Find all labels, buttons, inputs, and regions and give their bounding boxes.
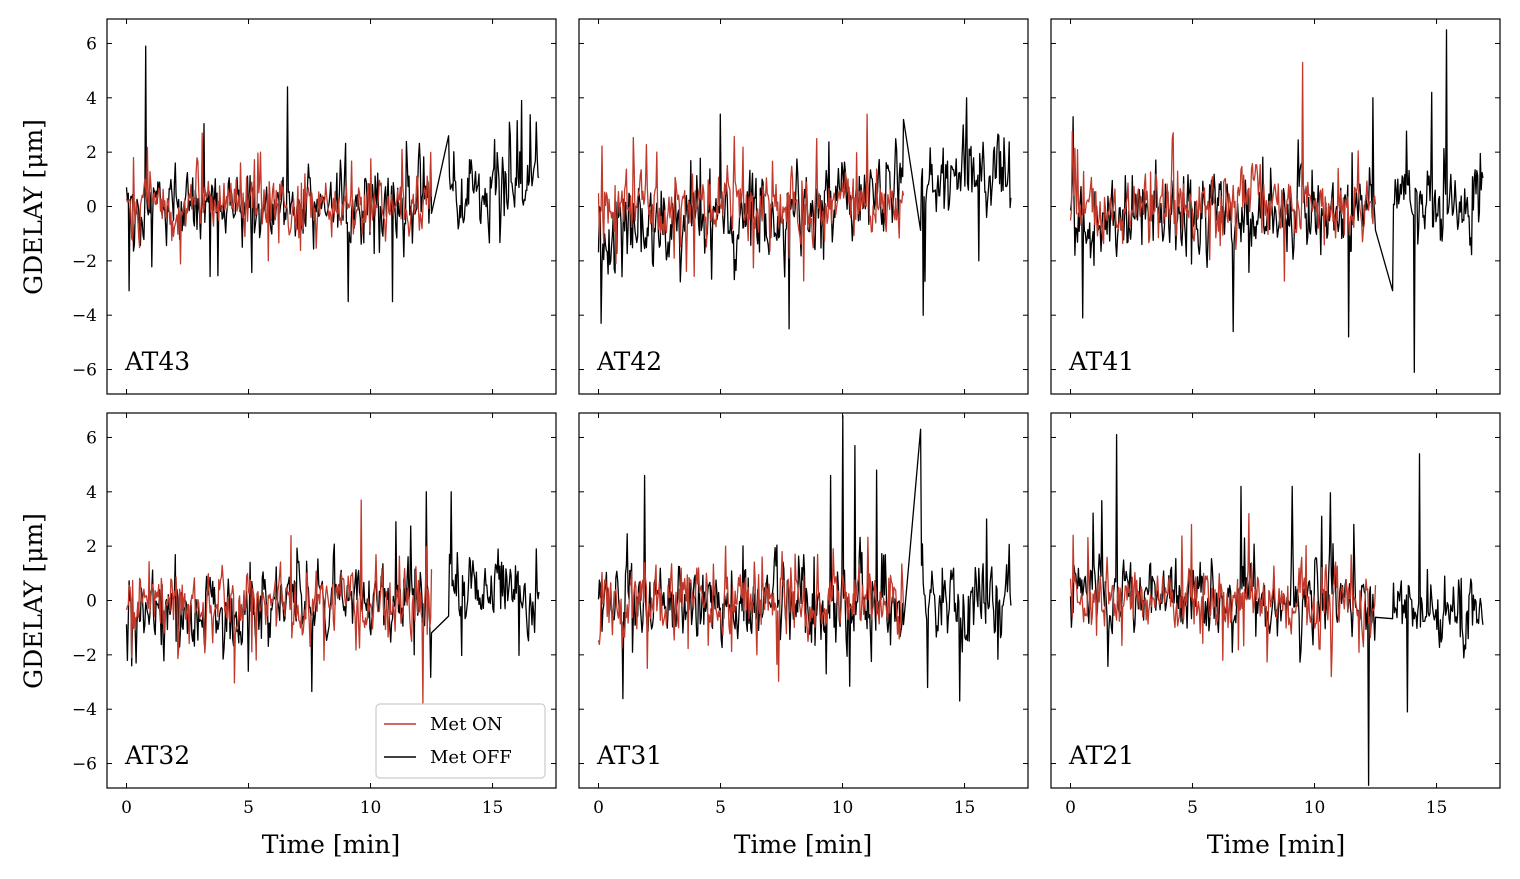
ytick-label--6: −6 [72, 361, 97, 381]
ytick-label-0: 0 [86, 592, 97, 612]
xtick-label-0: 0 [593, 798, 604, 818]
xtick-label-10: 10 [360, 798, 382, 818]
ytick-label-2: 2 [86, 537, 97, 557]
ytick-label-4: 4 [86, 89, 97, 109]
panel-label-at21: AT21 [1068, 741, 1134, 770]
panel-label-at31: AT31 [596, 741, 662, 770]
xtick-label-15: 15 [1426, 798, 1448, 818]
ytick-label-2: 2 [86, 143, 97, 163]
legend-label-met-off: Met OFF [430, 747, 512, 768]
xtick-label-0: 0 [121, 798, 132, 818]
series-met-on-at42 [597, 113, 905, 282]
xtick-label-5: 5 [1187, 798, 1198, 818]
xtick-label-10: 10 [832, 798, 854, 818]
xlabel-right: Time [min] [1207, 830, 1345, 859]
xtick-label-10: 10 [1304, 798, 1326, 818]
panel-label-at42: AT42 [596, 347, 662, 376]
series-met-on-at32 [125, 499, 433, 705]
panel-label-at43: AT43 [124, 347, 190, 376]
panels-group: −6 −4 −2 0 2 4 6 AT43 AT42 AT41 0 5 10 15 −6 −4 −2 0 2 4 6 AT… [72, 18, 1501, 818]
series-met-off-at43 [125, 45, 540, 303]
ytick-label-0: 0 [86, 198, 97, 218]
ytick-label--4: −4 [72, 306, 97, 326]
legend: Met ON Met OFF [375, 703, 546, 779]
xtick-label-15: 15 [482, 798, 504, 818]
ytick-label-6: 6 [86, 428, 97, 448]
plot-area-at31 [597, 415, 1012, 702]
plot-area-at41 [1069, 29, 1484, 373]
panel-at31: 0 5 10 15 AT31 [578, 412, 1029, 818]
ytick-label-4: 4 [86, 483, 97, 503]
legend-box [375, 703, 546, 779]
xlabel-middle: Time [min] [734, 830, 872, 859]
plot-area-at21 [1069, 434, 1484, 786]
ytick-label--4: −4 [72, 700, 97, 720]
ylabel-bottom: GDELAY [μm] [19, 513, 48, 689]
ytick-label--2: −2 [72, 252, 97, 272]
plot-area-at42 [597, 97, 1012, 330]
panel-label-at32: AT32 [124, 741, 190, 770]
panel-at32: 0 5 10 15 −6 −4 −2 0 2 4 6 AT32 [72, 412, 557, 818]
ytick-label--2: −2 [72, 646, 97, 666]
panel-label-at41: AT41 [1068, 347, 1134, 376]
plot-area-at32 [125, 491, 540, 705]
panel-at42: AT42 [578, 18, 1029, 395]
series-met-off-at31 [597, 415, 1012, 702]
ylabel-top: GDELAY [μm] [19, 119, 48, 295]
ytick-label-6: 6 [86, 34, 97, 54]
xtick-label-5: 5 [715, 798, 726, 818]
series-met-on-at21 [1069, 512, 1377, 678]
series-met-on-at41 [1069, 61, 1377, 282]
panel-at21: 0 5 10 15 AT21 [1050, 412, 1501, 818]
xtick-label-5: 5 [243, 798, 254, 818]
xtick-label-15: 15 [954, 798, 976, 818]
xtick-label-0: 0 [1065, 798, 1076, 818]
series-met-on-at31 [597, 536, 905, 682]
panel-at43: −6 −4 −2 0 2 4 6 AT43 [72, 18, 557, 395]
series-met-on-at43 [125, 132, 433, 265]
panel-at41: AT41 [1050, 18, 1501, 395]
ytick-label--6: −6 [72, 755, 97, 775]
legend-label-met-on: Met ON [430, 714, 503, 735]
xlabel-left: Time [min] [262, 830, 400, 859]
plot-area-at43 [125, 45, 540, 303]
series-met-off-at42 [597, 97, 1012, 330]
